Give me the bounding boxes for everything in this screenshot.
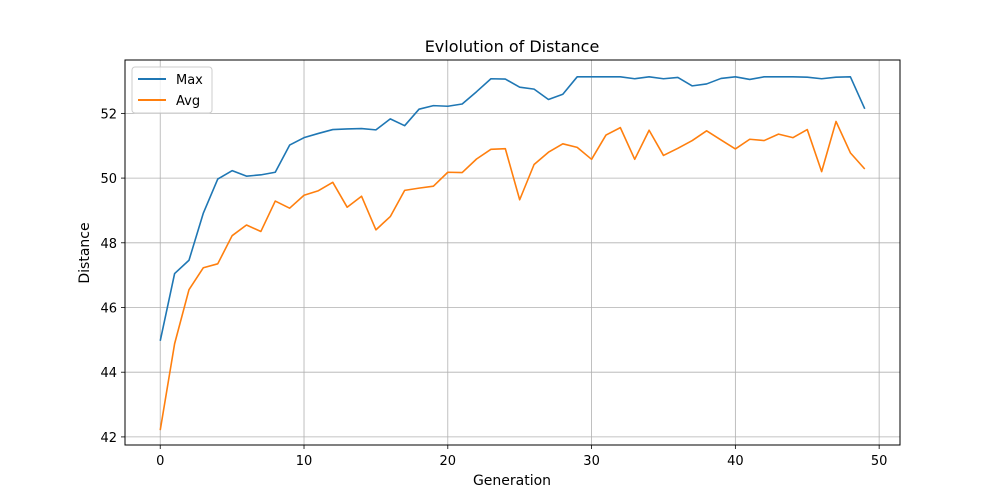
y-axis: 42 44 46 48 50 52 xyxy=(100,107,125,446)
y-tick-label: 52 xyxy=(100,107,117,122)
legend-label-max: Max xyxy=(176,73,203,88)
legend: Max Avg xyxy=(131,66,213,114)
x-tick-label: 30 xyxy=(583,454,600,469)
y-tick-label: 46 xyxy=(100,302,117,317)
y-tick-label: 44 xyxy=(100,366,117,381)
x-axis-label: Generation xyxy=(473,473,551,489)
chart-title: Evlolution of Distance xyxy=(425,37,600,56)
legend-label-avg: Avg xyxy=(176,94,200,109)
plot-frame xyxy=(124,59,901,446)
x-axis: 0 10 20 30 40 50 xyxy=(156,445,887,469)
x-tick-label: 20 xyxy=(440,454,457,469)
x-tick-label: 0 xyxy=(156,454,164,469)
y-tick-label: 42 xyxy=(100,431,117,446)
y-tick-label: 50 xyxy=(100,172,117,187)
x-tick-label: 10 xyxy=(296,454,313,469)
y-axis-label: Distance xyxy=(77,222,93,283)
y-tick-label: 48 xyxy=(100,237,117,252)
series-line-avg xyxy=(159,120,866,431)
x-tick-label: 50 xyxy=(871,454,888,469)
series-group xyxy=(159,76,866,431)
grid xyxy=(125,60,900,445)
x-tick-label: 40 xyxy=(727,454,744,469)
series-line-max xyxy=(159,76,866,341)
